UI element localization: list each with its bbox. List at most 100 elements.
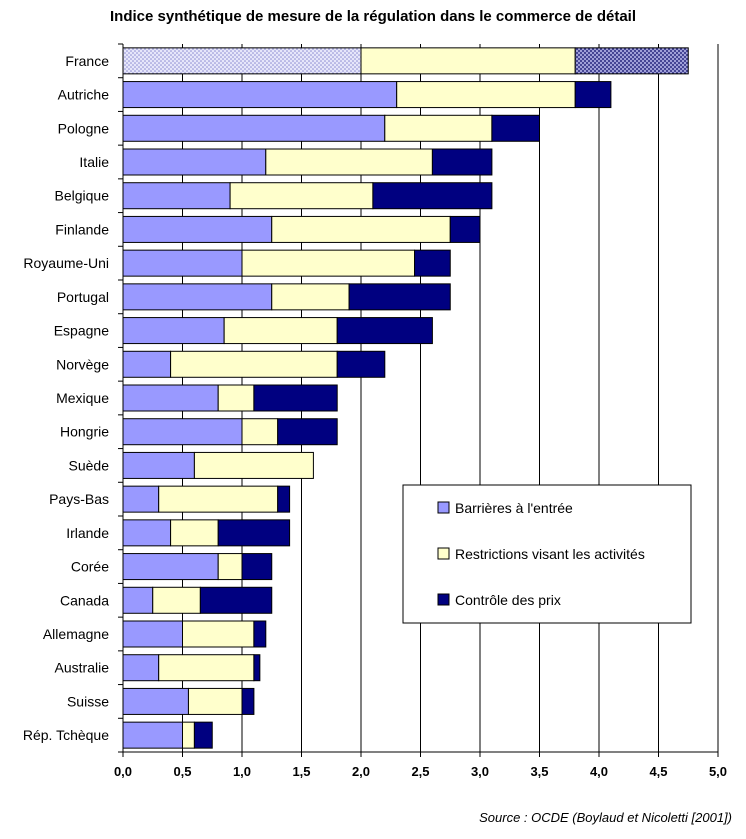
bar-segment: [122, 586, 154, 614]
bar-segment: [491, 114, 540, 142]
bar-segment: [122, 553, 219, 581]
x-tick-label: 5,0: [709, 764, 727, 779]
bar-segment: [241, 553, 273, 581]
bar-segment: [199, 586, 273, 614]
legend: Barrières à l'entrée Restrictions visant …: [402, 484, 692, 624]
x-tick-label: 1,5: [292, 764, 310, 779]
category-label: Rép. Tchèque: [23, 727, 109, 743]
category-label: Autriche: [58, 87, 110, 103]
legend-label: Contrôle des prix: [455, 592, 561, 608]
bar-segment: [122, 451, 195, 479]
legend-box: [402, 484, 692, 624]
bar-segment: [122, 215, 273, 243]
bar-segment: [122, 249, 243, 277]
bar-segment: [241, 249, 416, 277]
category-label: Finlande: [55, 221, 109, 237]
category-label: Belgique: [55, 188, 110, 204]
bar-segment: [360, 47, 576, 75]
category-label: Irlande: [66, 525, 109, 541]
bar-segment: [193, 451, 314, 479]
bar-segment: [122, 317, 225, 345]
bar-segment: [122, 350, 172, 378]
x-tick-label: 2,0: [352, 764, 370, 779]
chart-title: Indice synthétique de mesure de la régul…: [110, 8, 636, 25]
bar-segment: [122, 283, 273, 311]
category-label: Corée: [71, 559, 109, 575]
legend-swatch: [437, 547, 450, 560]
bar-segment: [253, 384, 338, 412]
bar-segment: [158, 654, 255, 682]
category-label: Suisse: [67, 693, 109, 709]
bar-segment: [158, 485, 279, 513]
bar-segment: [271, 283, 350, 311]
bar-segment: [152, 586, 201, 614]
legend-swatch: [437, 501, 450, 514]
bar-segment: [372, 182, 493, 210]
bar-segment: [217, 384, 255, 412]
category-label: Pays-Bas: [49, 491, 109, 507]
bar-segment: [122, 148, 267, 176]
bar-segment: [122, 519, 172, 547]
bar-segment: [277, 485, 291, 513]
category-label: Suède: [69, 457, 110, 473]
bar-segment: [170, 350, 338, 378]
bar-segment: [253, 654, 261, 682]
bar-segment: [122, 485, 160, 513]
category-label: Norvège: [56, 356, 109, 372]
bar-segment: [384, 114, 493, 142]
category-label: Hongrie: [60, 424, 109, 440]
category-label: Italie: [79, 154, 109, 170]
bar-segment: [182, 620, 255, 648]
x-tick-label: 2,5: [411, 764, 429, 779]
bar-segment: [574, 47, 689, 75]
bar-segment: [170, 519, 219, 547]
bar-segment: [336, 317, 433, 345]
bar-segment: [122, 81, 398, 109]
bars: [122, 47, 689, 749]
bar-segment: [449, 215, 481, 243]
category-label: Mexique: [56, 390, 109, 406]
legend-swatch: [437, 593, 450, 606]
bar-segment: [122, 114, 386, 142]
bar-segment: [122, 721, 183, 749]
legend-label: Restrictions visant les activités: [455, 546, 645, 562]
x-tick-label: 3,5: [530, 764, 548, 779]
legend-label: Barrières à l'entrée: [455, 500, 573, 516]
bar-segment: [241, 687, 255, 715]
bar-segment: [348, 283, 451, 311]
bar-segment: [574, 81, 612, 109]
bar-segment: [122, 620, 183, 648]
bar-segment: [396, 81, 576, 109]
x-tick-label: 1,0: [233, 764, 251, 779]
x-tick-label: 0,0: [114, 764, 132, 779]
bar-segment: [122, 654, 160, 682]
axes: France Autriche Pologne Italie Belgique Finla…: [23, 43, 727, 779]
bar-segment: [187, 687, 243, 715]
bar-segment: [193, 721, 213, 749]
bar-segment: [122, 47, 362, 75]
bar-segment: [265, 148, 433, 176]
bar-segment: [122, 384, 219, 412]
bar-segment: [271, 215, 451, 243]
bar-segment: [229, 182, 374, 210]
bar-segment: [241, 418, 279, 446]
bar-segment: [414, 249, 451, 277]
category-label: Pologne: [58, 120, 110, 136]
category-label: Canada: [60, 592, 109, 608]
category-label: Portugal: [57, 289, 109, 305]
category-label: Espagne: [54, 323, 109, 339]
bar-segment: [217, 553, 243, 581]
bar-segment: [182, 721, 195, 749]
bar-segment: [253, 620, 267, 648]
bar-segment: [277, 418, 338, 446]
bar-segment: [223, 317, 338, 345]
x-tick-label: 4,0: [590, 764, 608, 779]
bar-segment: [431, 148, 493, 176]
bar-segment: [122, 418, 243, 446]
category-label: Royaume-Uni: [23, 255, 109, 271]
category-label: Allemagne: [43, 626, 109, 642]
x-tick-label: 3,0: [471, 764, 489, 779]
bar-segment: [336, 350, 386, 378]
bar-segment: [122, 182, 231, 210]
category-label: Australie: [55, 660, 110, 676]
